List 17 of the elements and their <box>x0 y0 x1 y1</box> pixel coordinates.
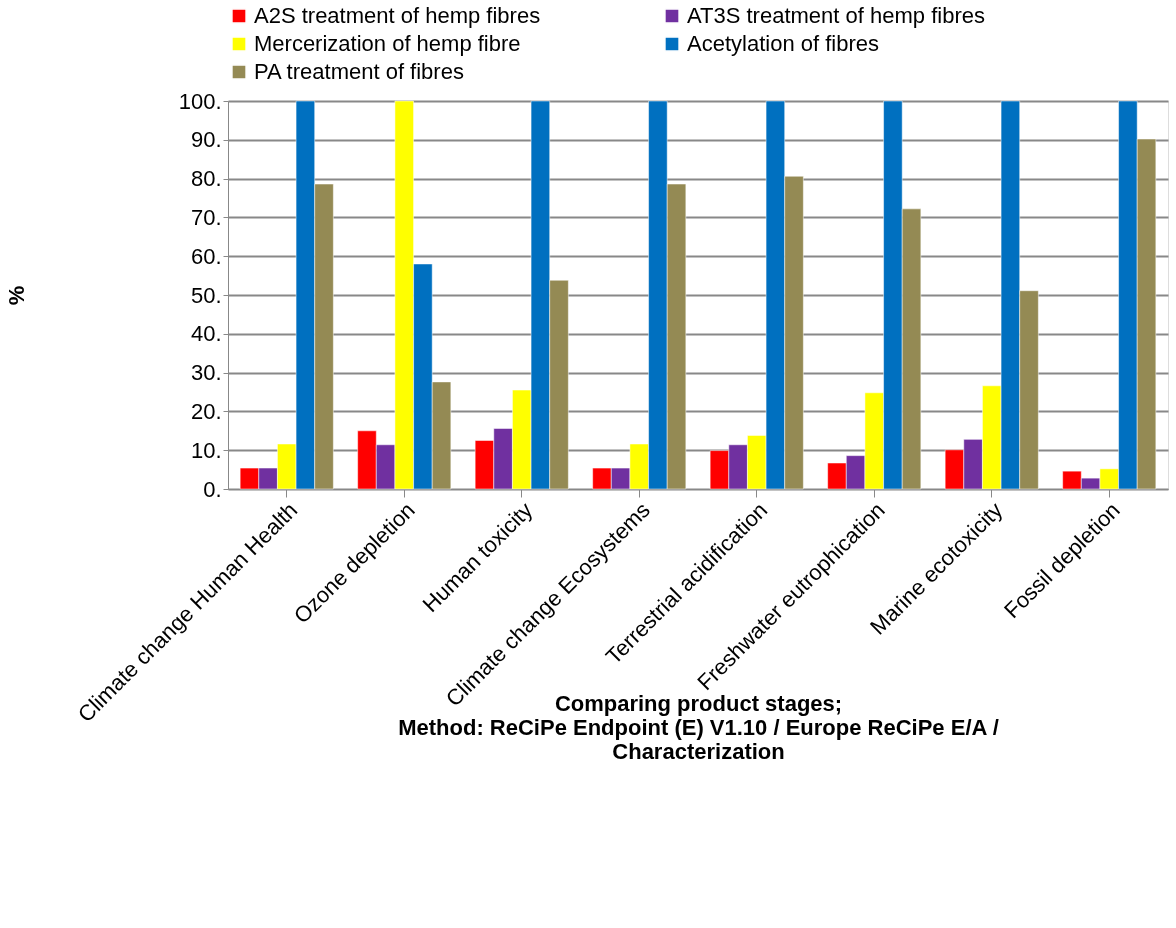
y-tick-label: 50. <box>190 282 222 308</box>
legend-label: Acetylation of fibres <box>687 31 879 56</box>
legend-label: AT3S treatment of hemp fibres <box>687 3 985 28</box>
y-tick-label: 90. <box>190 127 222 153</box>
y-tick-label: 0. <box>203 476 222 502</box>
y-axis-title: % <box>3 285 29 306</box>
legend-label: A2S treatment of hemp fibres <box>254 3 541 28</box>
legend-label: Mercerization of hemp fibre <box>254 31 521 56</box>
legend-label: PA treatment of fibres <box>254 59 464 84</box>
y-tick-label: 20. <box>190 398 222 424</box>
y-tick-label: 70. <box>190 204 222 230</box>
y-tick-label: 100. <box>178 88 222 114</box>
y-tick-label: 10. <box>190 437 222 463</box>
y-tick-label: 40. <box>190 321 222 347</box>
y-tick-label: 30. <box>190 360 222 386</box>
y-tick-label: 60. <box>190 243 222 269</box>
y-tick-label: 80. <box>190 166 222 192</box>
